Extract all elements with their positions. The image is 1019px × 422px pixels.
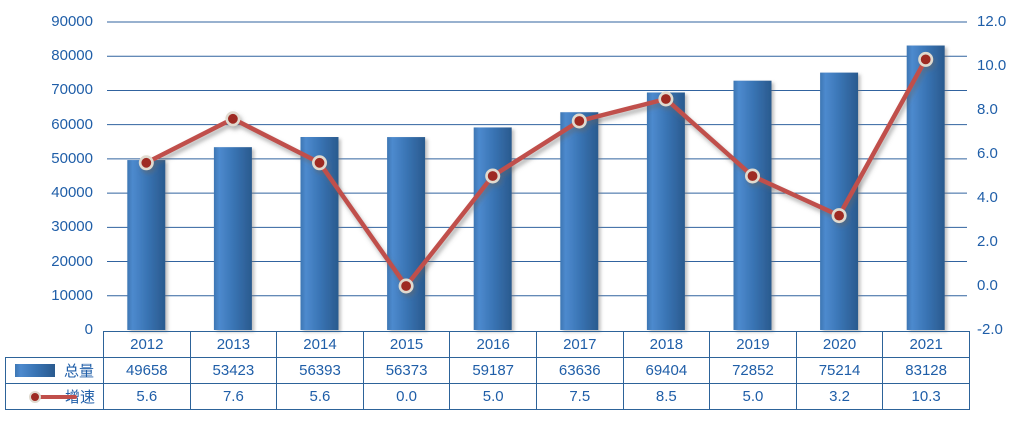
left-axis-label: 90000 (51, 13, 93, 30)
value-cell: 0.0 (362, 383, 451, 410)
growth-marker-2016 (485, 168, 501, 184)
year-cell: 2013 (189, 331, 278, 358)
value-cell: 7.6 (189, 383, 278, 410)
left-axis-label: 70000 (51, 81, 93, 99)
right-axis-label: 0.0 (977, 277, 998, 294)
value-cell: 75214 (795, 357, 884, 384)
left-axis-label: 40000 (51, 184, 93, 202)
value-cell: 56373 (362, 357, 451, 384)
value-cell: 49658 (103, 357, 191, 384)
value-cell: 3.2 (795, 383, 884, 410)
left-axis-label: 20000 (51, 252, 93, 270)
value-cell: 63636 (535, 357, 624, 384)
value-cell: 69404 (622, 357, 711, 384)
bar-2019 (733, 80, 772, 330)
year-cell: 2014 (276, 331, 364, 358)
left-axis-label: 60000 (51, 115, 93, 133)
table-corner-cell (6, 332, 104, 358)
right-axis-label: 12.0 (977, 13, 1007, 30)
growth-marker-2014 (311, 155, 327, 171)
legend-line-swatch (14, 390, 77, 404)
bar-2020 (820, 72, 859, 330)
value-cell: 56393 (276, 357, 364, 384)
year-cell: 2019 (709, 331, 797, 358)
bar-2017 (560, 112, 599, 330)
year-cell: 2012 (103, 331, 191, 358)
year-cell: 2021 (882, 331, 970, 358)
data-table: 2012 2013 2014 2015 2016 2017 2018 2019 2020 2021… (5, 331, 970, 410)
value-cell: 59187 (449, 357, 537, 384)
legend-label: 总量 (63, 363, 94, 380)
value-cell: 5.0 (449, 383, 537, 410)
legend-cell-growth: 增速 (5, 383, 104, 410)
right-axis-label: -2.0 (977, 321, 1003, 338)
right-axis-label: 6.0 (977, 145, 998, 162)
right-axis-label: 10.0 (977, 57, 1007, 74)
growth-marker-2013 (225, 111, 241, 127)
growth-marker-2012 (138, 155, 154, 171)
value-cell: 83128 (882, 357, 970, 384)
legend-label: 增速 (64, 389, 95, 406)
value-cell: 5.6 (276, 383, 364, 410)
legend-bar-swatch (14, 364, 55, 377)
value-cell: 5.0 (709, 383, 797, 410)
bar-2013 (213, 147, 252, 330)
left-axis-label: 30000 (51, 218, 93, 236)
bar-2015 (387, 137, 426, 330)
legend-cell-total: 总量 (5, 357, 104, 384)
growth-marker-2021 (918, 51, 934, 67)
right-axis-label: 8.0 (977, 101, 998, 118)
value-cell: 7.5 (535, 383, 624, 410)
bar-2021 (906, 45, 945, 330)
bar-2016 (473, 127, 512, 330)
left-axis-label: 10000 (51, 286, 93, 304)
value-cell: 5.6 (103, 383, 191, 410)
bar-2018 (646, 92, 685, 330)
year-cell: 2016 (449, 331, 537, 358)
value-cell: 10.3 (882, 383, 970, 410)
growth-marker-2015 (398, 278, 414, 294)
year-cell: 2015 (362, 331, 451, 358)
growth-line (144, 57, 928, 289)
left-axis-label: 0 (84, 321, 93, 338)
right-axis-label: 4.0 (977, 189, 998, 206)
growth-marker-2020 (831, 208, 847, 224)
left-axis-label: 80000 (51, 47, 93, 65)
year-cell: 2020 (795, 331, 884, 358)
growth-marker-2018 (658, 91, 674, 107)
bar-2012 (127, 160, 166, 330)
growth-line-group (138, 51, 934, 294)
growth-marker-2019 (744, 168, 760, 184)
year-cell: 2017 (535, 331, 624, 358)
value-cell: 8.5 (622, 383, 711, 410)
value-cell: 53423 (189, 357, 278, 384)
growth-marker-2017 (571, 113, 587, 129)
left-axis-label: 50000 (51, 149, 93, 167)
value-cell: 72852 (709, 357, 797, 384)
right-axis-label: 2.0 (977, 233, 998, 250)
year-cell: 2018 (622, 331, 711, 358)
